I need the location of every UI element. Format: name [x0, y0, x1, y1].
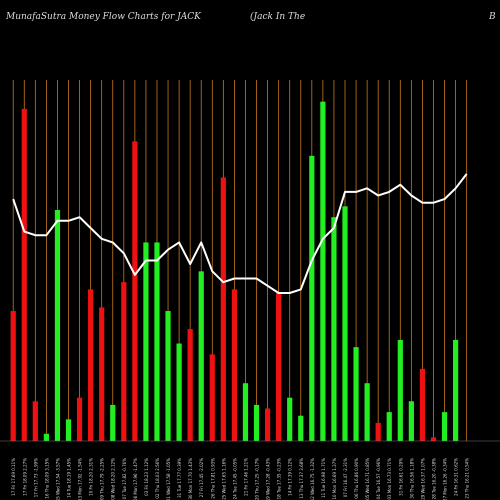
x-tick-label: 19 Wed 17.28 -0.43% [266, 458, 271, 500]
company-name: (Jack In The [250, 12, 306, 22]
x-tick-label: 11 Tue 16.98 1.71% [321, 458, 326, 498]
x-tick-label: 15 Wed 17.54 -3.57% [55, 458, 60, 500]
money-flow-bar [43, 433, 49, 441]
x-tick-label: 31 Tue 17.77 0.39% [177, 458, 182, 498]
money-flow-bar [264, 408, 271, 441]
price-line [12, 173, 468, 294]
x-tick-label: 12 Wed 16.75 -1.32% [310, 458, 315, 500]
money-flow-bar [65, 419, 72, 441]
x-tick-label: 24 Fri 16.31 0.62% [454, 458, 459, 496]
money-flow-bar [198, 271, 204, 441]
x-tick-label: 10 Mon 16.69 1.37% [332, 458, 337, 500]
x-tick-label: 30 Thu 16.56 1.18% [409, 458, 414, 499]
x-tick-label: 04 Tue 16.57 -0.96% [376, 458, 381, 500]
chart-title: MunafaSutra Money Flow Charts for JACK [6, 12, 201, 22]
money-flow-bar [353, 347, 359, 441]
money-flow-bar [110, 404, 116, 441]
money-flow-bar [132, 141, 138, 441]
x-tick-label: 29 Wed 16.37 1.07% [420, 458, 425, 500]
money-flow-bar [397, 339, 403, 441]
x-tick-label: 26 Thu 17.81 0.93% [210, 458, 215, 499]
x-tick-label: 17 Fri 18.09 2.27% [22, 458, 27, 496]
money-flow-bar [21, 108, 27, 441]
money-flow-bar [430, 437, 437, 441]
x-tick-label: 20 Thu 17.25 -0.17% [255, 458, 260, 500]
x-tick-label: 27 Fri 17.45 -2.02% [199, 458, 204, 497]
money-flow-bar [375, 422, 381, 441]
money-flow-bar [10, 311, 16, 441]
x-tick-label: 09 Thu 17.79 -2.25% [100, 458, 105, 500]
money-flow-bar [231, 289, 237, 441]
money-flow-bar [342, 206, 348, 441]
x-tick-label: 30 Mon 17.70 1.43% [188, 458, 193, 500]
money-flow-bar [176, 343, 182, 441]
money-flow-bar [331, 217, 337, 441]
x-tick-label: 03 Fri 18.23 1.12% [144, 458, 149, 496]
x-tick-label: 24 Tue 17.45 -0.05% [232, 458, 237, 500]
x-tick-label: 18 Tue 17.35 -0.23% [277, 458, 282, 500]
x-tick-label: 16 Thu 18.09 3.15% [44, 458, 49, 499]
money-flow-bar [54, 209, 61, 441]
company-name-tail: B [489, 12, 496, 22]
x-tick-label: 13 Thu 17.37 3.68% [299, 458, 304, 499]
money-flow-bar [441, 412, 448, 441]
money-flow-bar [276, 292, 282, 441]
money-flow-bar [99, 307, 105, 441]
money-flow-bar [386, 412, 392, 441]
money-flow-bar [298, 415, 304, 441]
money-flow-bar [32, 401, 38, 441]
money-flow-bar [419, 368, 426, 441]
x-tick-label: 21 Fri 17.46 1.21% [243, 458, 248, 496]
x-tick-label: 06 Thu 16.86 0.90% [354, 458, 359, 499]
x-tick-label: 07 Tue 17.82 -0.76% [122, 458, 127, 500]
money-flow-bar [242, 383, 249, 441]
money-flow-bar [253, 404, 260, 441]
x-tick-label: 25 Wed 17.65 1.16% [221, 458, 226, 500]
money-flow-bar [209, 354, 215, 441]
x-tick-label: 13 Mon 17.92 -1.54% [78, 458, 83, 500]
x-tick-label: 14 Tue 18.19 1.45% [67, 458, 72, 498]
money-flow-bar [364, 383, 370, 441]
x-tick-label: 05 Wed 16.71 0.85% [365, 458, 370, 500]
money-flow-bar [154, 242, 160, 441]
money-flow-bar [220, 177, 226, 441]
x-tick-label: 01 Wed 17.58 -1.05% [166, 458, 171, 500]
money-flow-bar [287, 397, 293, 441]
x-tick-label: 03 Mon 16.73 0.71% [387, 458, 392, 500]
x-tick-label: 17 Fri 17.69 0.11% [11, 458, 16, 496]
x-tick-label: 10 Fri 18.20 2.31% [89, 458, 94, 496]
money-flow-bar [309, 155, 315, 441]
money-flow-bar [187, 329, 193, 441]
x-tick-label: 02 Thu 18.03 2.56% [155, 458, 160, 499]
x-tick-label: 23 Thu 16.21 0.54% [465, 458, 470, 499]
money-flow-bar [121, 282, 127, 441]
x-tick-label: 14 Fri 17.39 0.12% [288, 458, 293, 496]
x-tick-label: 08 Wed 18.20 2.12% [111, 458, 116, 500]
x-tick-label: 06 Mon 17.96 -1.47% [133, 458, 138, 500]
money-flow-bar [408, 401, 414, 441]
money-flow-bar [88, 289, 94, 441]
money-flow-bar [165, 311, 171, 441]
money-flow-bar [143, 242, 149, 441]
x-tick-label: 17 Fri 17.73 -1.99% [33, 458, 38, 497]
x-tick-label: 07 Fri 16.47 -2.31% [343, 458, 348, 497]
x-tick-label: 31 Fri 16.61 0.29% [398, 458, 403, 496]
x-tick-label: 27 Mon 16.26 -0.34% [443, 458, 448, 500]
money-flow-bar [453, 339, 459, 441]
x-tick-label: 28 Tue 16.20 -0.38% [431, 458, 436, 500]
money-flow-bar [76, 397, 83, 441]
money-flow-bar [320, 101, 326, 441]
